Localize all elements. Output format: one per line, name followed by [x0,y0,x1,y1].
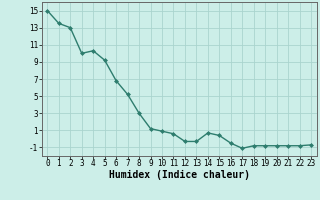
X-axis label: Humidex (Indice chaleur): Humidex (Indice chaleur) [109,170,250,180]
